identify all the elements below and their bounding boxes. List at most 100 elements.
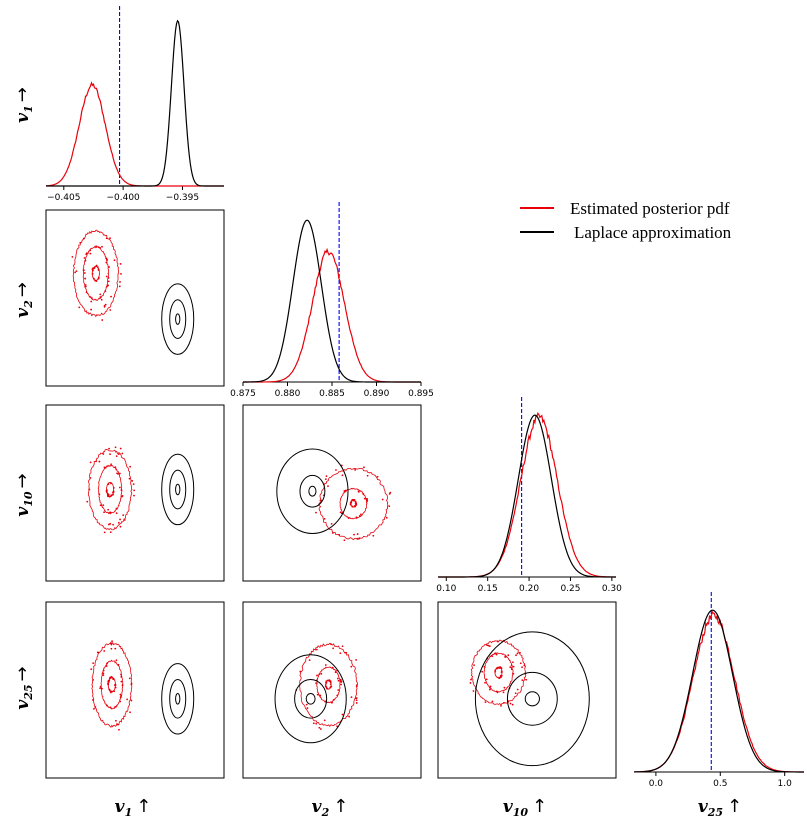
joint-v10-v2-estimated-point: [327, 485, 329, 488]
legend-label-estimated: Estimated posterior pdf: [570, 199, 730, 218]
joint-v10-v2-estimated-point: [331, 532, 334, 534]
marginal-v25-panel: 0.0 0.5 1.0: [633, 592, 805, 789]
joint-v25-v1-estimated-point: [118, 728, 120, 731]
joint-v10-v2-estimated-point: [338, 534, 341, 536]
joint-v25-v10-estimated-point: [509, 666, 512, 669]
joint-v25-v2-estimated-point: [316, 674, 318, 677]
joint-v25-v1-estimated-point: [126, 698, 129, 701]
joint-v10-v1-estimated-point: [112, 487, 115, 489]
joint-v25-v2-estimated-point: [308, 659, 311, 662]
joint-v25-v2-estimated-point: [331, 701, 333, 704]
joint-v2-v1-estimated-point: [95, 264, 98, 267]
joint-v10-v2-estimated-point: [324, 478, 327, 481]
joint-v10-v2-estimated-point: [358, 537, 361, 540]
joint-v25-v2-frame: [242, 601, 422, 779]
joint-v2-v1-estimated-point: [100, 298, 103, 301]
joint-v25-v1-estimated-point: [119, 700, 122, 703]
joint-v10-v1-estimated-point: [114, 466, 117, 469]
joint-v25-v1-estimated-point: [92, 699, 94, 701]
joint-v25-v10-estimated-point: [515, 654, 517, 657]
joint-v25-v1-estimated-point: [99, 687, 102, 690]
joint-v25-v1-frame: [45, 601, 225, 779]
joint-v25-v1-estimated-point: [114, 686, 117, 689]
row-label-v2: v2→: [12, 282, 35, 318]
joint-v25-v10-estimated-point: [494, 670, 497, 673]
joint-v25-v1-estimated-point: [120, 673, 122, 676]
joint-v25-v10-laplace-contour: [474, 631, 590, 767]
joint-v25-v1-estimated-point: [102, 674, 105, 677]
marginal-v10-tick-label: 0.25: [560, 584, 580, 594]
joint-v25-v2-estimated-point: [305, 703, 308, 706]
joint-v25-v1-estimated-point: [103, 650, 106, 652]
joint-v25-v2-estimated-point: [341, 713, 344, 716]
joint-v10-v1-estimated-point: [128, 477, 131, 480]
joint-v25-v1-laplace-contour: [169, 678, 187, 719]
joint-v10-v1-estimated-point: [122, 514, 125, 517]
joint-v2-v1-estimated-point: [97, 246, 100, 249]
joint-v10-v1-estimated-point: [95, 460, 97, 463]
joint-v25-v1-estimated-point: [109, 706, 112, 709]
joint-v25-v2-estimated-point: [337, 679, 340, 682]
joint-v25-v10-panel: [437, 601, 617, 779]
marginal-v25-tick-label: 1.0: [778, 779, 793, 789]
marginal-v10-tick-label: 0.20: [519, 584, 539, 594]
joint-v10-v1-estimated-point: [105, 490, 108, 492]
joint-v25-v2-estimated-point: [315, 648, 318, 651]
joint-v10-v1-estimated-point: [103, 511, 105, 514]
joint-v2-v1-estimated-point: [95, 245, 98, 248]
joint-v25-v1-estimated-point: [114, 706, 117, 708]
joint-v25-v10-estimated-point: [511, 703, 514, 706]
joint-v25-v2-estimated-point: [324, 664, 327, 666]
joint-v10-v2-estimated-point: [358, 515, 361, 517]
joint-v25-v2-estimated-point: [323, 719, 326, 722]
joint-v2-v1-estimated-point: [74, 271, 77, 274]
joint-v10-v1-estimated-point: [119, 518, 121, 521]
joint-v10-v1-estimated-point: [115, 455, 118, 457]
joint-v25-v2-estimated-point: [315, 682, 317, 685]
joint-v2-v1-estimated-point: [82, 269, 85, 272]
joint-v25-v2-estimated-point: [325, 681, 327, 684]
joint-v25-v10-estimated-point: [502, 691, 505, 694]
joint-v10-v1-estimated-point: [115, 507, 118, 510]
joint-v25-v1-estimated-contour: [100, 659, 124, 710]
joint-v25-v1-estimated-point: [111, 690, 113, 693]
joint-v10-v2-estimated-point: [351, 499, 354, 501]
joint-v25-v2-estimated-point: [334, 671, 337, 674]
joint-v25-v10-estimated-point: [494, 652, 496, 655]
joint-v10-v2-estimated-point: [354, 501, 357, 504]
joint-v25-v2-estimated-point: [332, 647, 335, 650]
marginal-v10-estimated-curve: [438, 412, 617, 578]
joint-v10-v1-estimated-point: [115, 512, 118, 515]
joint-v2-v1-estimated-point: [104, 290, 107, 292]
joint-v25-v2-estimated-point: [355, 697, 358, 699]
joint-v25-v1-estimated-point: [108, 688, 111, 691]
joint-v2-v1-estimated-point: [90, 300, 93, 303]
joint-v2-v1-estimated-point: [84, 259, 87, 262]
joint-v25-v2-estimated-point: [319, 694, 322, 697]
joint-v25-v2-estimated-point: [299, 670, 302, 673]
col-label-v25: v25 ↑: [698, 796, 742, 819]
joint-v25-v2-estimated-contour: [316, 666, 341, 704]
joint-v2-v1-estimated-point: [89, 252, 92, 255]
marginal-v2-tick-label: 0.875: [230, 389, 256, 399]
joint-v25-v2-estimated-point: [330, 643, 332, 645]
joint-v10-v2-panel: [242, 404, 422, 582]
joint-v2-v1-estimated-point: [79, 241, 82, 244]
joint-v10-v1-estimated-point: [108, 495, 111, 498]
joint-v25-v1-estimated-point: [120, 675, 123, 678]
joint-v25-v1-estimated-point: [106, 704, 108, 707]
joint-v25-v2-estimated-point: [337, 689, 340, 691]
joint-v25-v10-estimated-point: [510, 666, 513, 669]
joint-v25-v10-estimated-point: [519, 651, 521, 654]
joint-v10-v1-estimated-point: [114, 446, 117, 449]
joint-v2-v1-estimated-contour: [82, 245, 110, 301]
joint-v25-v1-estimated-point: [93, 707, 95, 710]
joint-v10-v1-estimated-point: [120, 489, 123, 492]
marginal-v25-estimated-curve: [633, 610, 804, 773]
joint-v2-v1-estimated-point: [104, 303, 107, 306]
joint-v25-v10-estimated-point: [509, 702, 512, 705]
joint-v10-v2-estimated-point: [347, 517, 350, 520]
joint-v25-v10-estimated-point: [499, 676, 502, 679]
joint-v2-v1-estimated-point: [83, 257, 86, 259]
joint-v25-v1-estimated-point: [112, 678, 115, 681]
